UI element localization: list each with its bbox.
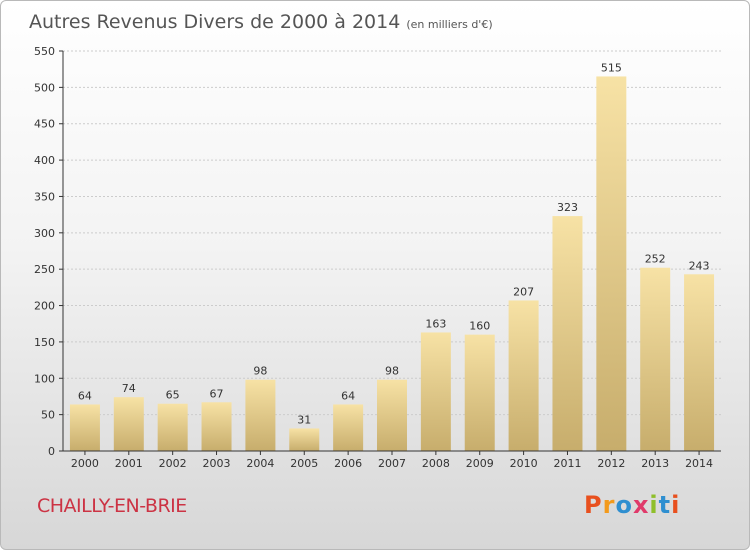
bar-2005 (289, 428, 320, 451)
x-tick-label-2012: 2012 (597, 457, 625, 470)
chart-title: Autres Revenus Divers de 2000 à 2014 (en … (29, 11, 493, 33)
data-label-2004: 98 (253, 365, 267, 378)
x-tick-label-2002: 2002 (159, 457, 187, 470)
x-tick-label-2010: 2010 (510, 457, 538, 470)
data-label-2003: 67 (210, 387, 224, 400)
x-tick-label-2011: 2011 (553, 457, 581, 470)
x-tick-label-2006: 2006 (334, 457, 362, 470)
data-label-2008: 163 (425, 317, 446, 330)
x-tick-label-2008: 2008 (422, 457, 450, 470)
data-label-2012: 515 (601, 61, 622, 74)
labels: 0 50 100 150 200 250 300 350 400 450 500 550 2000 64 2… (34, 45, 713, 470)
data-label-2005: 31 (297, 413, 311, 426)
bar-2010 (508, 300, 539, 451)
data-label-2014: 243 (689, 259, 710, 272)
data-label-2009: 160 (469, 320, 490, 333)
x-tick-label-2000: 2000 (71, 457, 99, 470)
bar-2014 (684, 274, 715, 451)
data-label-2001: 74 (122, 382, 136, 395)
data-label-2006: 64 (341, 389, 355, 402)
data-label-2007: 98 (385, 365, 399, 378)
logo-letter: i (671, 491, 681, 519)
logo-letter: o (615, 491, 633, 519)
y-tick-label-150: 150 (34, 336, 55, 349)
bar-2004 (245, 379, 276, 451)
x-tick-label-2007: 2007 (378, 457, 406, 470)
chart-title-text: Autres Revenus Divers de 2000 à 2014 (29, 11, 401, 33)
y-tick-label-100: 100 (34, 372, 55, 385)
bar-2003 (201, 402, 232, 451)
bar-2007 (377, 379, 407, 451)
y-tick-label-200: 200 (34, 300, 55, 313)
axes (59, 50, 721, 455)
x-tick-label-2001: 2001 (115, 457, 143, 470)
x-tick-label-2005: 2005 (290, 457, 318, 470)
bar-2001 (113, 397, 144, 451)
bar-2000 (69, 404, 100, 451)
bar-2013 (640, 267, 671, 451)
bar-2002 (157, 403, 188, 451)
x-tick-label-2009: 2009 (466, 457, 494, 470)
data-label-2000: 64 (78, 389, 92, 402)
y-tick-label-300: 300 (34, 227, 55, 240)
data-label-2013: 252 (645, 253, 666, 266)
proxiti-logo[interactable]: Proxiti (584, 491, 680, 519)
bar-2009 (464, 334, 495, 451)
x-tick-label-2004: 2004 (246, 457, 274, 470)
logo-letter: x (632, 491, 650, 519)
city-name: CHAILLY-EN-BRIE (37, 495, 187, 517)
y-tick-label-250: 250 (34, 263, 55, 276)
bar-2011 (552, 216, 583, 451)
logo-letter: P (584, 491, 603, 519)
bar-2008 (420, 332, 451, 451)
x-tick-label-2014: 2014 (685, 457, 713, 470)
logo-letter: i (649, 491, 659, 519)
y-tick-label-0: 0 (48, 445, 55, 458)
y-tick-label-500: 500 (34, 81, 55, 94)
x-tick-label-2013: 2013 (641, 457, 669, 470)
bar-2006 (333, 404, 364, 451)
x-tick-label-2003: 2003 (203, 457, 231, 470)
chart-unit: (en milliers d'€) (406, 18, 493, 31)
y-tick-label-450: 450 (34, 118, 55, 131)
data-label-2010: 207 (513, 285, 534, 298)
logo-letter: r (602, 491, 616, 519)
bar-2012 (596, 76, 627, 452)
y-tick-label-350: 350 (34, 190, 55, 203)
y-tick-label-400: 400 (34, 154, 55, 167)
y-tick-label-550: 550 (34, 45, 55, 58)
y-tick-label-50: 50 (41, 409, 55, 422)
data-label-2011: 323 (557, 201, 578, 214)
bars (69, 76, 715, 452)
logo-letter: t (658, 491, 672, 519)
data-label-2002: 65 (166, 389, 180, 402)
